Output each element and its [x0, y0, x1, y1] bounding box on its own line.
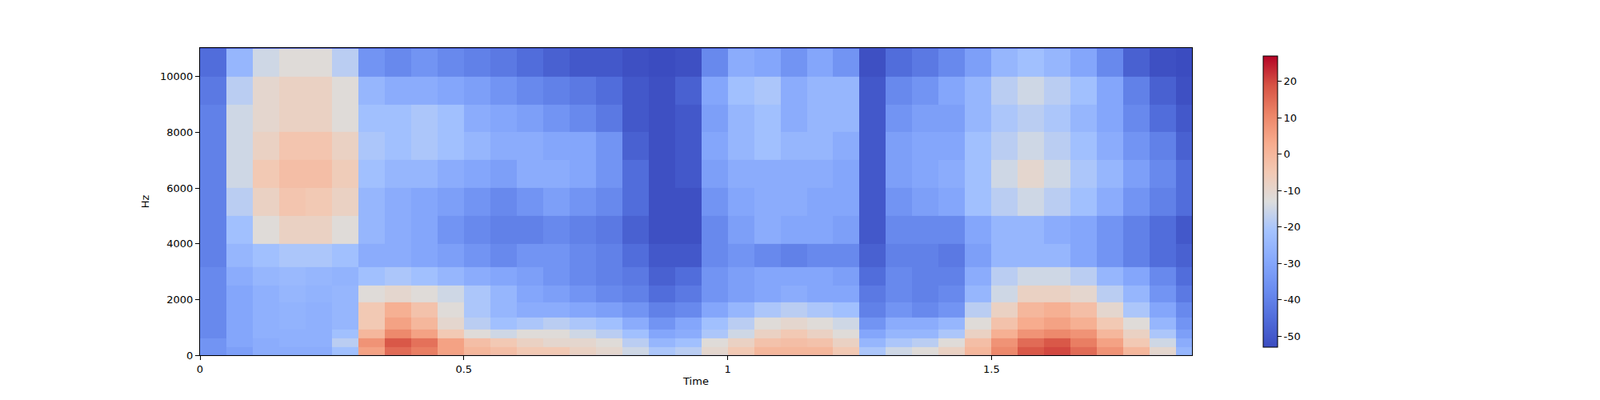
svg-text:20: 20: [1284, 75, 1298, 88]
svg-text:10000: 10000: [160, 70, 193, 83]
svg-text:6000: 6000: [166, 182, 193, 195]
svg-text:10: 10: [1284, 112, 1298, 124]
svg-text:2000: 2000: [166, 293, 193, 306]
svg-text:Time: Time: [682, 375, 709, 388]
svg-text:1.5: 1.5: [983, 363, 1000, 376]
svg-text:0.5: 0.5: [455, 363, 472, 376]
svg-text:-50: -50: [1284, 330, 1301, 343]
svg-text:0: 0: [196, 363, 204, 376]
svg-text:0: 0: [1284, 148, 1291, 160]
svg-text:8000: 8000: [166, 126, 193, 139]
svg-text:-10: -10: [1284, 184, 1301, 197]
svg-text:1: 1: [724, 363, 731, 376]
svg-text:Hz: Hz: [139, 195, 152, 209]
svg-text:-40: -40: [1284, 293, 1301, 306]
svg-text:-20: -20: [1284, 220, 1301, 233]
svg-text:-30: -30: [1284, 257, 1301, 270]
svg-text:0: 0: [186, 349, 193, 362]
svg-text:4000: 4000: [166, 237, 193, 250]
